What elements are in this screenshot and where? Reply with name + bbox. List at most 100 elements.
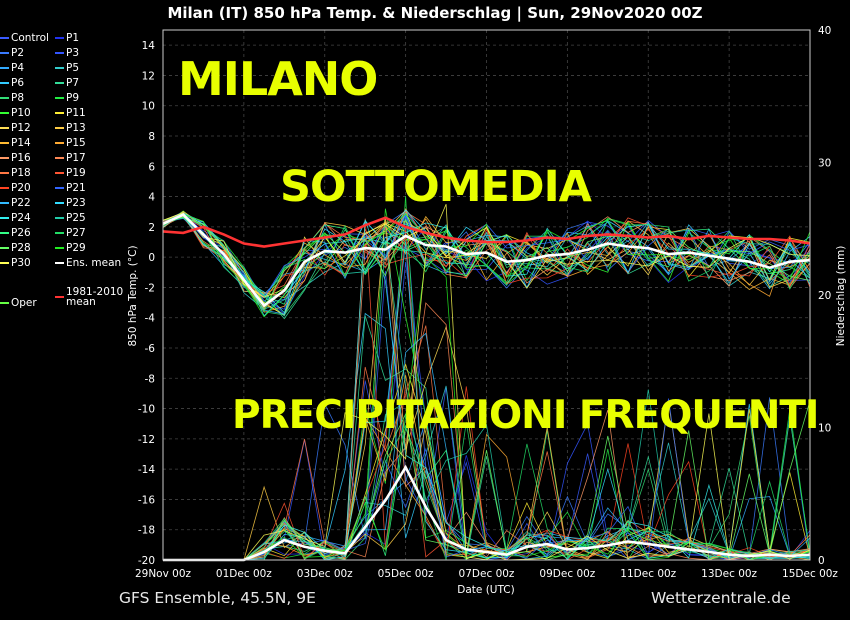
legend-label: P6 [11, 77, 25, 89]
legend-item: P10 [0, 108, 31, 118]
legend-item: P28 [0, 243, 31, 253]
legend-swatch [0, 82, 9, 84]
legend-swatch [55, 82, 64, 84]
legend-label: P28 [11, 242, 31, 254]
member-temp-line [162, 212, 811, 315]
y-tick-label: -14 [138, 464, 155, 476]
legend-swatch [0, 142, 9, 144]
x-tick-label: 01Dec 00z [216, 568, 272, 580]
legend-label: P2 [11, 47, 25, 59]
climate-mean-line [162, 216, 811, 248]
x-tick-label: 07Dec 00z [459, 568, 515, 580]
legend-swatch [55, 247, 64, 249]
y-tick-label: -18 [138, 525, 155, 537]
y-tick-label: 6 [148, 161, 155, 173]
x-tick-label: 29Nov 00z [135, 568, 192, 580]
legend-swatch [55, 232, 64, 234]
legend-label: P27 [66, 227, 86, 239]
footer-site: Wetterzentrale.de [651, 589, 791, 607]
chart-title: Milan (IT) 850 hPa Temp. & Niederschlag … [167, 4, 702, 23]
legend-item: P16 [0, 153, 31, 163]
y-tick-label: 14 [142, 40, 156, 52]
y-tick-label: -6 [145, 343, 156, 355]
legend-swatch [55, 262, 64, 264]
y-tick-label: -16 [138, 494, 155, 506]
legend-item: P8 [0, 93, 24, 103]
y-tick-label: 12 [142, 70, 155, 82]
plot-frame [162, 29, 811, 561]
legend-swatch [55, 202, 64, 204]
legend-item: P11 [55, 108, 86, 118]
legend-label: P12 [11, 122, 31, 134]
legend-swatch [0, 202, 9, 204]
legend-item: P14 [0, 138, 31, 148]
legend-swatch [55, 157, 64, 159]
legend-item: P27 [55, 228, 86, 238]
y-tick-label: 4 [148, 192, 155, 204]
legend-swatch [55, 67, 64, 69]
legend-swatch [0, 52, 9, 54]
legend-item: 1981-2010 mean [55, 287, 123, 307]
legend-swatch [0, 157, 9, 159]
legend-item: P6 [0, 78, 24, 88]
legend-label: P18 [11, 167, 31, 179]
x-tick-label: 05Dec 00z [378, 568, 434, 580]
x-axis-label: Date (UTC) [457, 584, 514, 596]
legend-item: P29 [55, 243, 86, 253]
legend-label: P1 [66, 32, 80, 44]
legend-label: P9 [66, 92, 80, 104]
x-tick-label: 09Dec 00z [539, 568, 595, 580]
legend-label: P4 [11, 62, 25, 74]
legend-swatch [0, 97, 9, 99]
y-tick-label: 0 [148, 252, 155, 264]
legend-item: P26 [0, 228, 31, 238]
y-tick-label: -10 [138, 404, 155, 416]
y-tick-label: 2 [148, 222, 155, 234]
y-tick-label: -20 [138, 555, 155, 567]
y2-tick-label: 0 [818, 555, 825, 567]
legend-item: P17 [55, 153, 86, 163]
overlay-precipitazioni: PRECIPITAZIONI FREQUENTI [232, 393, 819, 438]
legend-swatch [55, 97, 64, 99]
legend-swatch [55, 296, 64, 298]
legend-label: P30 [11, 257, 31, 269]
footer-source: GFS Ensemble, 45.5N, 9E [119, 589, 316, 607]
legend-item: P1 [55, 33, 79, 43]
overlay-milano: MILANO [178, 52, 378, 106]
member-precip-line [163, 400, 811, 561]
legend-swatch [55, 217, 64, 219]
legend-item: P3 [55, 48, 79, 58]
y-tick-label: -2 [145, 282, 155, 294]
legend-label: P8 [11, 92, 25, 104]
legend-item: P15 [55, 138, 86, 148]
y-tick-label: 8 [148, 131, 155, 143]
y2-tick-label: 30 [818, 158, 831, 170]
legend-item: Control [0, 33, 49, 43]
y2-tick-label: 10 [818, 423, 831, 435]
legend-item: P22 [0, 198, 31, 208]
legend-swatch [0, 262, 9, 264]
legend-label: P25 [66, 212, 86, 224]
ens-mean-precip-line [163, 464, 811, 562]
legend-item: P21 [55, 183, 86, 193]
legend-item: P12 [0, 123, 31, 133]
legend-item: P23 [55, 198, 86, 208]
legend-swatch [0, 232, 9, 234]
y-tick-label: -4 [145, 313, 156, 325]
legend-label: P23 [66, 197, 86, 209]
member-precip-line [163, 422, 811, 561]
legend-item: P7 [55, 78, 79, 88]
legend-label: P21 [66, 182, 86, 194]
legend-label: P24 [11, 212, 31, 224]
legend-label: P10 [11, 107, 31, 119]
legend-swatch [0, 67, 9, 69]
legend-swatch [0, 112, 9, 114]
legend-item: P30 [0, 258, 31, 268]
member-temp-line [162, 212, 811, 298]
legend-item: P24 [0, 213, 31, 223]
y2-tick-label: 40 [818, 25, 831, 37]
legend-swatch [0, 217, 9, 219]
member-temp-line [162, 213, 811, 318]
legend-item: P13 [55, 123, 86, 133]
